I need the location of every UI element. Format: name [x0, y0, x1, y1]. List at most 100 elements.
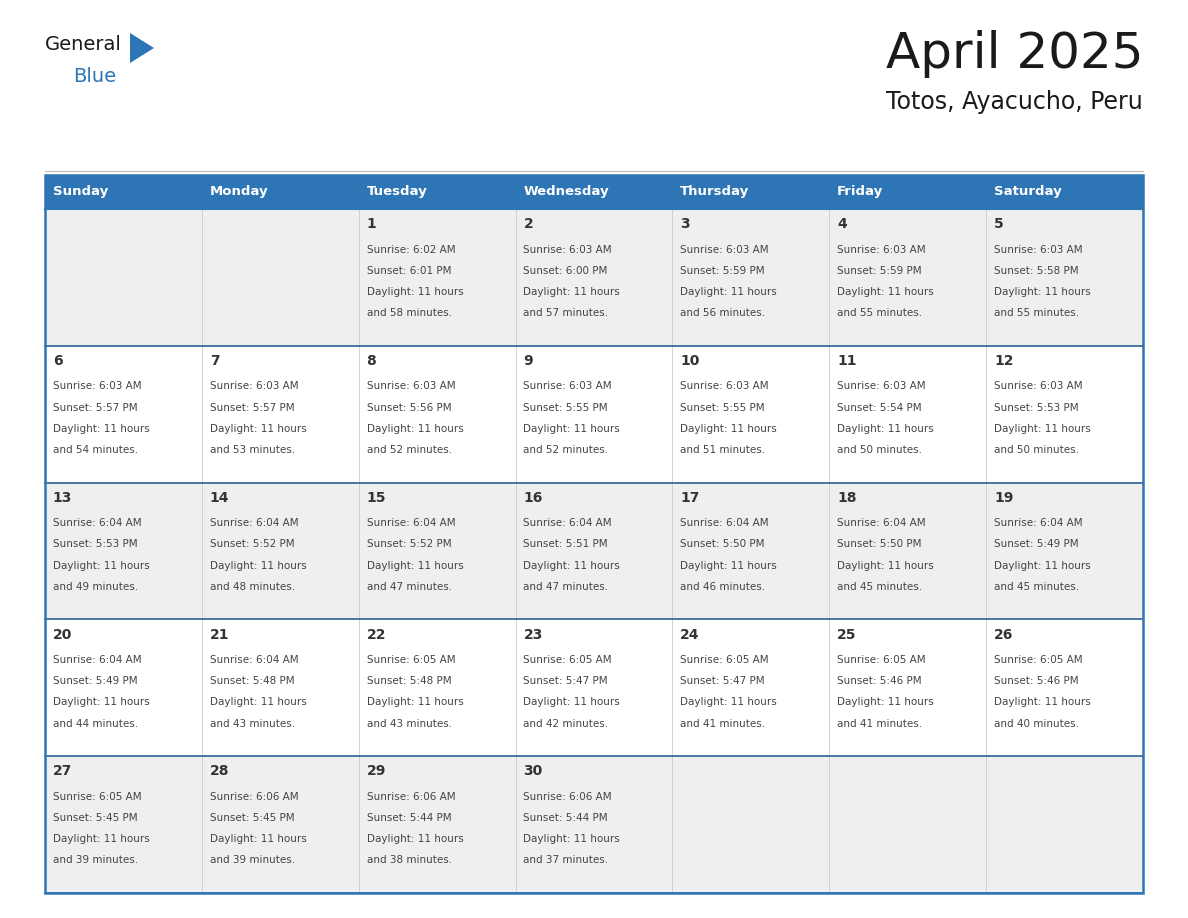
- Text: 1: 1: [367, 218, 377, 231]
- Text: Sunrise: 6:05 AM: Sunrise: 6:05 AM: [52, 791, 141, 801]
- Text: and 54 minutes.: and 54 minutes.: [52, 445, 138, 455]
- Text: 26: 26: [994, 628, 1013, 642]
- Text: 21: 21: [210, 628, 229, 642]
- Text: General: General: [45, 35, 122, 54]
- Text: Sunset: 6:00 PM: Sunset: 6:00 PM: [524, 266, 608, 275]
- Text: Daylight: 11 hours: Daylight: 11 hours: [210, 834, 307, 845]
- Text: Sunset: 5:45 PM: Sunset: 5:45 PM: [52, 813, 138, 823]
- Text: and 49 minutes.: and 49 minutes.: [52, 582, 138, 592]
- Text: Sunrise: 6:04 AM: Sunrise: 6:04 AM: [681, 518, 769, 528]
- Text: Monday: Monday: [210, 185, 268, 198]
- Bar: [202, 209, 359, 346]
- Bar: [672, 620, 829, 756]
- Text: Sunrise: 6:04 AM: Sunrise: 6:04 AM: [52, 518, 141, 528]
- Bar: [45, 209, 202, 346]
- Text: and 43 minutes.: and 43 minutes.: [210, 719, 295, 729]
- Text: and 52 minutes.: and 52 minutes.: [367, 445, 451, 455]
- Text: 2: 2: [524, 218, 533, 231]
- Bar: [45, 175, 202, 209]
- Text: 15: 15: [367, 491, 386, 505]
- Text: Sunrise: 6:04 AM: Sunrise: 6:04 AM: [838, 518, 925, 528]
- Text: and 44 minutes.: and 44 minutes.: [52, 719, 138, 729]
- Text: and 41 minutes.: and 41 minutes.: [681, 719, 765, 729]
- Bar: [829, 175, 986, 209]
- Text: Daylight: 11 hours: Daylight: 11 hours: [367, 287, 463, 297]
- Text: and 40 minutes.: and 40 minutes.: [994, 719, 1079, 729]
- Text: Sunrise: 6:04 AM: Sunrise: 6:04 AM: [210, 518, 298, 528]
- Text: Daylight: 11 hours: Daylight: 11 hours: [367, 834, 463, 845]
- Text: Daylight: 11 hours: Daylight: 11 hours: [524, 424, 620, 434]
- Text: Sunset: 5:48 PM: Sunset: 5:48 PM: [367, 677, 451, 686]
- Text: Daylight: 11 hours: Daylight: 11 hours: [681, 424, 777, 434]
- Bar: [672, 483, 829, 620]
- Bar: [516, 756, 672, 893]
- Text: Sunrise: 6:04 AM: Sunrise: 6:04 AM: [524, 518, 612, 528]
- Text: 6: 6: [52, 354, 63, 368]
- Text: 5: 5: [994, 218, 1004, 231]
- Text: Sunrise: 6:05 AM: Sunrise: 6:05 AM: [838, 655, 925, 665]
- Bar: [986, 756, 1143, 893]
- Bar: [986, 346, 1143, 483]
- Text: and 50 minutes.: and 50 minutes.: [838, 445, 922, 455]
- Text: Daylight: 11 hours: Daylight: 11 hours: [838, 424, 934, 434]
- Text: Sunrise: 6:05 AM: Sunrise: 6:05 AM: [681, 655, 769, 665]
- Bar: [986, 483, 1143, 620]
- Bar: [202, 175, 359, 209]
- Text: Sunrise: 6:03 AM: Sunrise: 6:03 AM: [524, 244, 612, 254]
- Text: Sunset: 5:48 PM: Sunset: 5:48 PM: [210, 677, 295, 686]
- Text: Sunrise: 6:03 AM: Sunrise: 6:03 AM: [524, 381, 612, 391]
- Text: Sunset: 5:51 PM: Sunset: 5:51 PM: [524, 540, 608, 549]
- Text: Sunrise: 6:03 AM: Sunrise: 6:03 AM: [994, 381, 1082, 391]
- Text: Sunrise: 6:06 AM: Sunrise: 6:06 AM: [524, 791, 612, 801]
- Text: Thursday: Thursday: [681, 185, 750, 198]
- Text: 19: 19: [994, 491, 1013, 505]
- Text: Sunset: 5:59 PM: Sunset: 5:59 PM: [838, 266, 922, 275]
- Text: Sunset: 5:44 PM: Sunset: 5:44 PM: [367, 813, 451, 823]
- Text: and 55 minutes.: and 55 minutes.: [994, 308, 1079, 319]
- Bar: [829, 620, 986, 756]
- Text: 17: 17: [681, 491, 700, 505]
- Text: Daylight: 11 hours: Daylight: 11 hours: [994, 698, 1091, 708]
- Bar: [45, 175, 1143, 893]
- Text: and 39 minutes.: and 39 minutes.: [52, 856, 138, 866]
- Text: Sunrise: 6:05 AM: Sunrise: 6:05 AM: [524, 655, 612, 665]
- Text: 23: 23: [524, 628, 543, 642]
- Text: and 45 minutes.: and 45 minutes.: [994, 582, 1079, 592]
- Text: Daylight: 11 hours: Daylight: 11 hours: [210, 424, 307, 434]
- Text: and 43 minutes.: and 43 minutes.: [367, 719, 451, 729]
- Text: 8: 8: [367, 354, 377, 368]
- Bar: [45, 483, 202, 620]
- Text: Sunset: 5:52 PM: Sunset: 5:52 PM: [367, 540, 451, 549]
- Text: Daylight: 11 hours: Daylight: 11 hours: [52, 698, 150, 708]
- Text: and 47 minutes.: and 47 minutes.: [367, 582, 451, 592]
- Text: Sunset: 5:46 PM: Sunset: 5:46 PM: [838, 677, 922, 686]
- Text: Sunset: 5:54 PM: Sunset: 5:54 PM: [838, 403, 922, 412]
- Text: and 39 minutes.: and 39 minutes.: [210, 856, 295, 866]
- Text: Sunset: 5:44 PM: Sunset: 5:44 PM: [524, 813, 608, 823]
- Text: Sunrise: 6:02 AM: Sunrise: 6:02 AM: [367, 244, 455, 254]
- Text: April 2025: April 2025: [885, 30, 1143, 78]
- Text: 13: 13: [52, 491, 72, 505]
- Text: Daylight: 11 hours: Daylight: 11 hours: [838, 561, 934, 571]
- Text: Sunrise: 6:04 AM: Sunrise: 6:04 AM: [994, 518, 1082, 528]
- Text: Sunset: 5:59 PM: Sunset: 5:59 PM: [681, 266, 765, 275]
- Text: Sunset: 5:45 PM: Sunset: 5:45 PM: [210, 813, 295, 823]
- Bar: [359, 620, 516, 756]
- Text: and 41 minutes.: and 41 minutes.: [838, 719, 922, 729]
- Text: Sunset: 5:57 PM: Sunset: 5:57 PM: [52, 403, 138, 412]
- Text: Daylight: 11 hours: Daylight: 11 hours: [838, 287, 934, 297]
- Text: Sunset: 5:49 PM: Sunset: 5:49 PM: [994, 540, 1079, 549]
- Polygon shape: [129, 33, 154, 63]
- Text: 27: 27: [52, 765, 72, 778]
- Bar: [829, 756, 986, 893]
- Text: Sunset: 5:53 PM: Sunset: 5:53 PM: [52, 540, 138, 549]
- Bar: [202, 346, 359, 483]
- Text: Friday: Friday: [838, 185, 884, 198]
- Text: Sunrise: 6:04 AM: Sunrise: 6:04 AM: [210, 655, 298, 665]
- Text: 22: 22: [367, 628, 386, 642]
- Text: Sunset: 5:50 PM: Sunset: 5:50 PM: [681, 540, 765, 549]
- Bar: [45, 620, 202, 756]
- Text: Sunrise: 6:06 AM: Sunrise: 6:06 AM: [210, 791, 298, 801]
- Bar: [359, 483, 516, 620]
- Bar: [516, 620, 672, 756]
